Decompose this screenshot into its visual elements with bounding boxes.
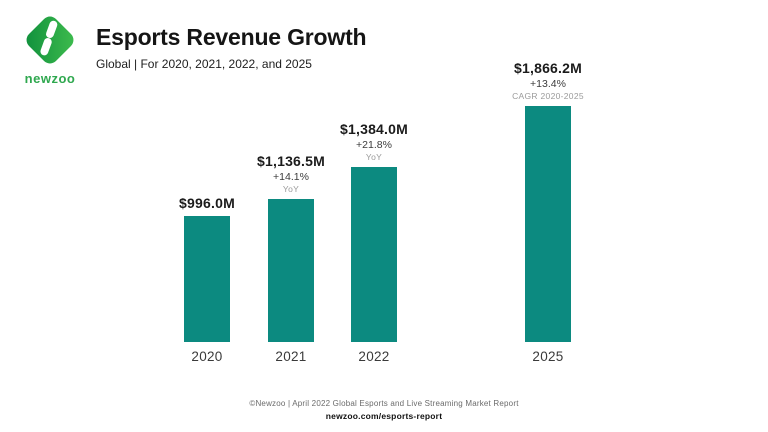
bar-2021 <box>268 199 314 342</box>
newzoo-logo: newzoo <box>22 12 78 86</box>
bar-change-label: +13.4% <box>530 78 566 90</box>
bar-label-stack-2020: $996.0M <box>179 195 235 211</box>
bar-change-label: +14.1% <box>273 171 309 183</box>
footer-report-url: newzoo.com/esports-report <box>325 411 443 421</box>
bar-label-stack-2022: $1,384.0M +21.8% YoY <box>340 121 408 162</box>
title-block: Esports Revenue Growth Global | For 2020… <box>96 24 367 71</box>
bar-change-sublabel: CAGR 2020-2025 <box>512 91 584 101</box>
newzoo-wordmark: newzoo <box>24 71 76 86</box>
footer: ©Newzoo | April 2022 Global Esports and … <box>0 399 768 421</box>
bar-label-stack-2025: $1,866.2M +13.4% CAGR 2020-2025 <box>512 60 584 101</box>
bar-change-sublabel: YoY <box>365 152 383 162</box>
bar-value-label: $1,136.5M <box>257 153 325 169</box>
bar-change-label: +21.8% <box>356 139 392 151</box>
bar-2025 <box>525 106 571 342</box>
page-title: Esports Revenue Growth <box>96 24 367 50</box>
x-axis-label-2021: 2021 <box>275 349 307 364</box>
bar-change-sublabel: YoY <box>282 184 300 194</box>
bar-2022 <box>351 167 397 342</box>
bar-value-label: $1,866.2M <box>514 60 582 76</box>
x-axis-label-2020: 2020 <box>191 349 223 364</box>
bar-value-label: $1,384.0M <box>340 121 408 137</box>
bar-value-label: $996.0M <box>179 195 235 211</box>
page-subtitle: Global | For 2020, 2021, 2022, and 2025 <box>96 56 312 71</box>
x-axis-label-2025: 2025 <box>532 349 564 364</box>
footer-source-line: ©Newzoo | April 2022 Global Esports and … <box>249 399 519 408</box>
bar-label-stack-2021: $1,136.5M +14.1% YoY <box>257 153 325 194</box>
x-axis-label-2022: 2022 <box>358 349 390 364</box>
bar-2020 <box>184 216 230 342</box>
newzoo-logo-icon <box>26 16 74 64</box>
